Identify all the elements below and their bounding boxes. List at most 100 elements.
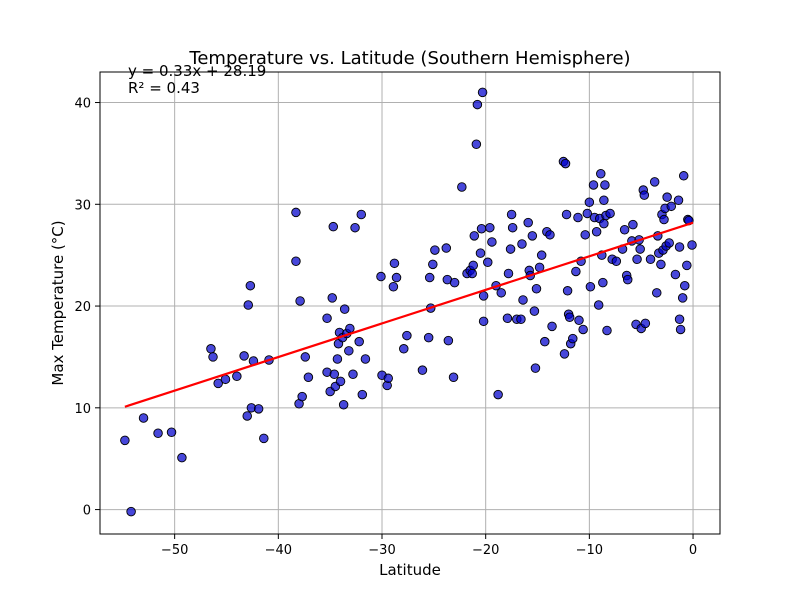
data-point: [448, 372, 459, 383]
data-point: [291, 256, 301, 267]
data-point: [300, 352, 311, 362]
data-point: [469, 231, 480, 241]
data-point: [588, 180, 599, 190]
data-point: [338, 400, 349, 410]
data-point: [424, 272, 435, 283]
data-point: [239, 351, 249, 361]
data-point: [632, 254, 642, 264]
data-point: [475, 248, 486, 258]
data-point: [322, 313, 332, 324]
data-point: [389, 258, 400, 269]
data-point: [303, 372, 314, 383]
data-point: [430, 245, 440, 255]
data-point: [376, 271, 386, 282]
data-point: [138, 413, 149, 423]
data-point: [529, 306, 540, 316]
data-point: [682, 260, 692, 271]
data-point: [679, 280, 690, 291]
data-point: [516, 314, 526, 325]
data-point: [659, 214, 669, 225]
data-point: [350, 222, 360, 233]
data-point: [635, 244, 645, 254]
data-point: [540, 336, 550, 347]
data-point: [564, 312, 575, 322]
data-point: [677, 293, 688, 303]
data-point: [153, 428, 163, 439]
data-point: [639, 190, 650, 200]
data-point: [531, 284, 542, 294]
data-point: [348, 369, 358, 379]
data-point: [253, 404, 264, 414]
data-point: [599, 195, 609, 205]
data-point: [664, 238, 674, 248]
data-point: [485, 222, 495, 233]
data-point: [468, 260, 478, 271]
data-point: [560, 158, 571, 169]
data-point: [357, 389, 368, 400]
data-point: [547, 321, 557, 332]
data-point: [673, 195, 684, 205]
data-point: [574, 315, 584, 326]
data-point: [245, 280, 256, 291]
data-point: [517, 239, 527, 249]
data-point: [423, 332, 434, 343]
data-point: [674, 242, 685, 252]
data-point: [496, 288, 506, 298]
data-point: [243, 300, 254, 310]
data-point: [600, 180, 610, 190]
x-tick-label: −40: [265, 543, 292, 558]
regression-line: [124, 221, 694, 408]
data-point: [328, 221, 339, 232]
data-point: [596, 169, 606, 179]
data-point: [232, 371, 242, 382]
data-point: [649, 177, 660, 187]
data-point: [505, 244, 516, 254]
data-point: [339, 304, 350, 314]
data-point: [523, 217, 533, 228]
data-point: [177, 452, 187, 463]
data-point: [166, 427, 177, 437]
data-point: [213, 378, 223, 389]
data-point: [578, 324, 588, 335]
data-point: [478, 316, 489, 327]
data-point: [126, 506, 136, 517]
data-point: [656, 259, 666, 270]
data-points: [120, 87, 697, 517]
data-point: [652, 288, 662, 298]
data-point: [666, 201, 677, 212]
data-point: [561, 209, 572, 220]
data-point: [506, 209, 517, 220]
chart-title: Temperature vs. Latitude (Southern Hemis…: [188, 48, 630, 69]
data-point: [593, 300, 604, 310]
regression-line-group: [124, 221, 694, 408]
data-point: [678, 171, 689, 181]
data-point: [388, 281, 399, 292]
data-point: [399, 344, 409, 354]
data-point: [483, 257, 493, 268]
data-point: [476, 223, 487, 234]
data-point: [487, 237, 497, 247]
data-point: [471, 139, 482, 150]
data-point: [291, 207, 301, 218]
data-point: [493, 389, 503, 400]
data-point: [477, 87, 488, 98]
axis-ticks: −50 −40 −30 −20 −10 0 0 10 20 30 40: [74, 97, 697, 558]
data-point: [580, 230, 590, 240]
data-point: [573, 212, 583, 223]
data-point: [327, 293, 337, 303]
plot-frame: [99, 71, 721, 535]
data-point: [441, 243, 452, 253]
data-point: [584, 197, 595, 208]
data-point: [545, 230, 555, 240]
data-point: [354, 336, 364, 347]
y-tick-label: 10: [74, 402, 91, 417]
data-point: [295, 296, 305, 306]
data-point: [402, 330, 412, 341]
data-point: [206, 344, 216, 354]
data-point: [530, 363, 541, 373]
data-point: [674, 314, 685, 325]
data-point: [507, 222, 518, 233]
data-point: [619, 224, 630, 235]
data-point: [383, 373, 393, 384]
